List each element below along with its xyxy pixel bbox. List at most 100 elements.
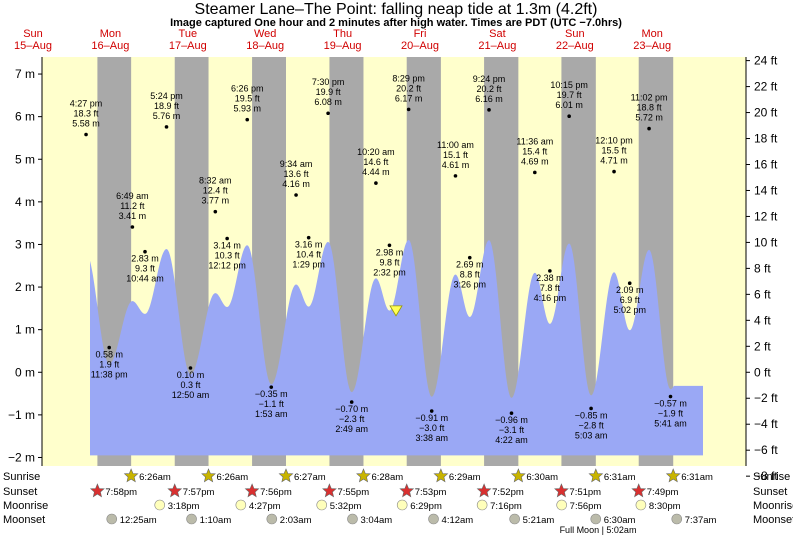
extreme-dot	[269, 385, 274, 389]
extreme-ft: 9.3 ft	[135, 264, 156, 274]
extreme-ft: 20.2 ft	[396, 83, 422, 93]
extreme-time: 9:34 am	[280, 159, 313, 169]
row-label-right-sunrise: Sunrise	[753, 471, 790, 483]
extreme-dot	[589, 406, 593, 411]
extreme-ft: −2.8 ft	[578, 420, 604, 430]
moonset-moon-icon	[347, 513, 358, 525]
extreme-time: 9:24 pm	[473, 74, 506, 84]
row-label-left-moonrise: Moonrise	[3, 500, 48, 512]
extreme-dot	[349, 400, 354, 404]
right-tick-label: −6 ft	[754, 443, 778, 457]
right-tick-label: −2 ft	[754, 391, 778, 405]
row-label-left-sunrise: Sunrise	[3, 471, 40, 483]
extreme-time: 12:12 pm	[208, 260, 246, 270]
extreme-m: 4.71 m	[600, 156, 628, 166]
row-label-right-moonset: Moonset	[753, 514, 793, 526]
day-label-date: 19–Aug	[324, 40, 362, 52]
moonrise-time: 7:16pm	[490, 501, 522, 512]
right-tick-label: −4 ft	[754, 417, 778, 431]
right-tick-label: 24 ft	[754, 54, 778, 68]
extreme-ft: 12.4 ft	[203, 186, 229, 196]
extreme-ft: 9.8 ft	[379, 257, 400, 267]
extreme-m: 6.08 m	[314, 97, 342, 107]
left-tick-label: 0 m	[15, 365, 35, 379]
extreme-m: 3.41 m	[119, 211, 147, 221]
extreme-ft: 10.3 ft	[215, 250, 241, 260]
right-tick-label: 18 ft	[754, 132, 778, 146]
extreme-m: 4.61 m	[442, 160, 470, 170]
extreme-m: 2.98 m	[376, 247, 404, 257]
sunset-star-icon	[631, 483, 647, 498]
extreme-m: 5.93 m	[233, 104, 261, 114]
left-tick-label: 6 m	[15, 110, 35, 124]
extreme-m: 4.69 m	[521, 156, 549, 166]
extreme-time: 4:27 pm	[70, 99, 103, 109]
sunset-star-icon	[554, 483, 569, 498]
tide-water-area	[90, 240, 703, 456]
moonrise-moon-icon	[556, 499, 567, 511]
extreme-m: 6.16 m	[475, 94, 503, 104]
extreme-time: 2:49 am	[335, 424, 368, 434]
extreme-m: −0.96 m	[495, 415, 528, 425]
right-tick-label: 8 ft	[754, 261, 771, 275]
moonset-moon-icon	[266, 513, 278, 525]
extreme-m: 2.83 m	[131, 254, 159, 264]
extreme-time: 10:15 pm	[550, 80, 588, 90]
extreme-m: 0.58 m	[95, 350, 123, 360]
extreme-dot	[164, 125, 169, 129]
day-label-date: 20–Aug	[401, 40, 439, 52]
extreme-m: 3.77 m	[202, 196, 230, 206]
day-label-dow: Thu	[333, 28, 352, 40]
moonrise-moon-icon	[396, 499, 408, 511]
sunset-time: 7:56pm	[260, 487, 292, 498]
extreme-time: 8:29 pm	[392, 73, 425, 83]
extreme-m: 2.38 m	[536, 273, 564, 283]
left-tick-label: 5 m	[15, 152, 35, 166]
extreme-time: 8:32 am	[199, 176, 232, 186]
extreme-time: 1:29 pm	[292, 260, 325, 270]
day-label-date: 17–Aug	[169, 40, 207, 52]
extreme-time: 11:02 pm	[631, 93, 668, 103]
day-label-date: 15–Aug	[14, 40, 52, 52]
moonrise-time: 7:56pm	[570, 501, 602, 512]
extreme-dot	[533, 170, 537, 175]
moon-phase-note: Full Moon | 5:02am	[560, 525, 637, 535]
moonset-time: 7:37am	[685, 515, 717, 526]
extreme-dot	[487, 108, 491, 112]
moonset-time: 3:04am	[361, 515, 393, 526]
extreme-time: 4:22 am	[495, 435, 528, 445]
sunrise-star-icon	[510, 468, 526, 483]
extreme-time: 11:38 pm	[91, 370, 128, 380]
moonset-time: 1:10am	[200, 515, 232, 526]
day-label-date: 23–Aug	[633, 40, 671, 52]
sunrise-time: 6:30am	[526, 472, 558, 483]
right-tick-label: 2 ft	[754, 339, 771, 353]
extreme-time: 7:30 pm	[312, 77, 345, 87]
current-level-triangle	[389, 305, 403, 317]
right-tick-label: 10 ft	[754, 235, 778, 249]
left-tick-label: 3 m	[15, 237, 35, 251]
extreme-dot	[548, 269, 552, 273]
extreme-dot	[647, 126, 651, 131]
chart-subtitle: Image captured One hour and 2 minutes af…	[170, 17, 622, 29]
moonrise-moon-icon	[154, 499, 166, 511]
day-label-dow: Mon	[641, 28, 662, 40]
sunrise-star-icon	[433, 468, 449, 483]
extreme-time: 10:44 am	[126, 274, 164, 284]
moonset-moon-icon	[186, 513, 197, 525]
extreme-dot	[467, 255, 472, 260]
extreme-ft: −3.0 ft	[419, 423, 445, 433]
sunrise-time: 6:31am	[681, 472, 713, 483]
moonrise-time: 3:18pm	[168, 501, 200, 512]
extreme-time: 5:03 am	[575, 430, 608, 440]
day-label-dow: Wed	[254, 28, 276, 40]
row-label-right-sunset: Sunset	[753, 486, 787, 498]
extreme-ft: 18.3 ft	[74, 109, 100, 119]
sunrise-star-icon	[356, 468, 371, 483]
moonrise-moon-icon	[235, 499, 247, 511]
moonset-moon-icon	[428, 513, 439, 525]
extreme-m: 0.10 m	[177, 370, 205, 380]
extreme-m: 4.16 m	[282, 179, 310, 189]
left-tick-label: 2 m	[15, 280, 35, 294]
moonset-moon-icon	[509, 513, 520, 525]
